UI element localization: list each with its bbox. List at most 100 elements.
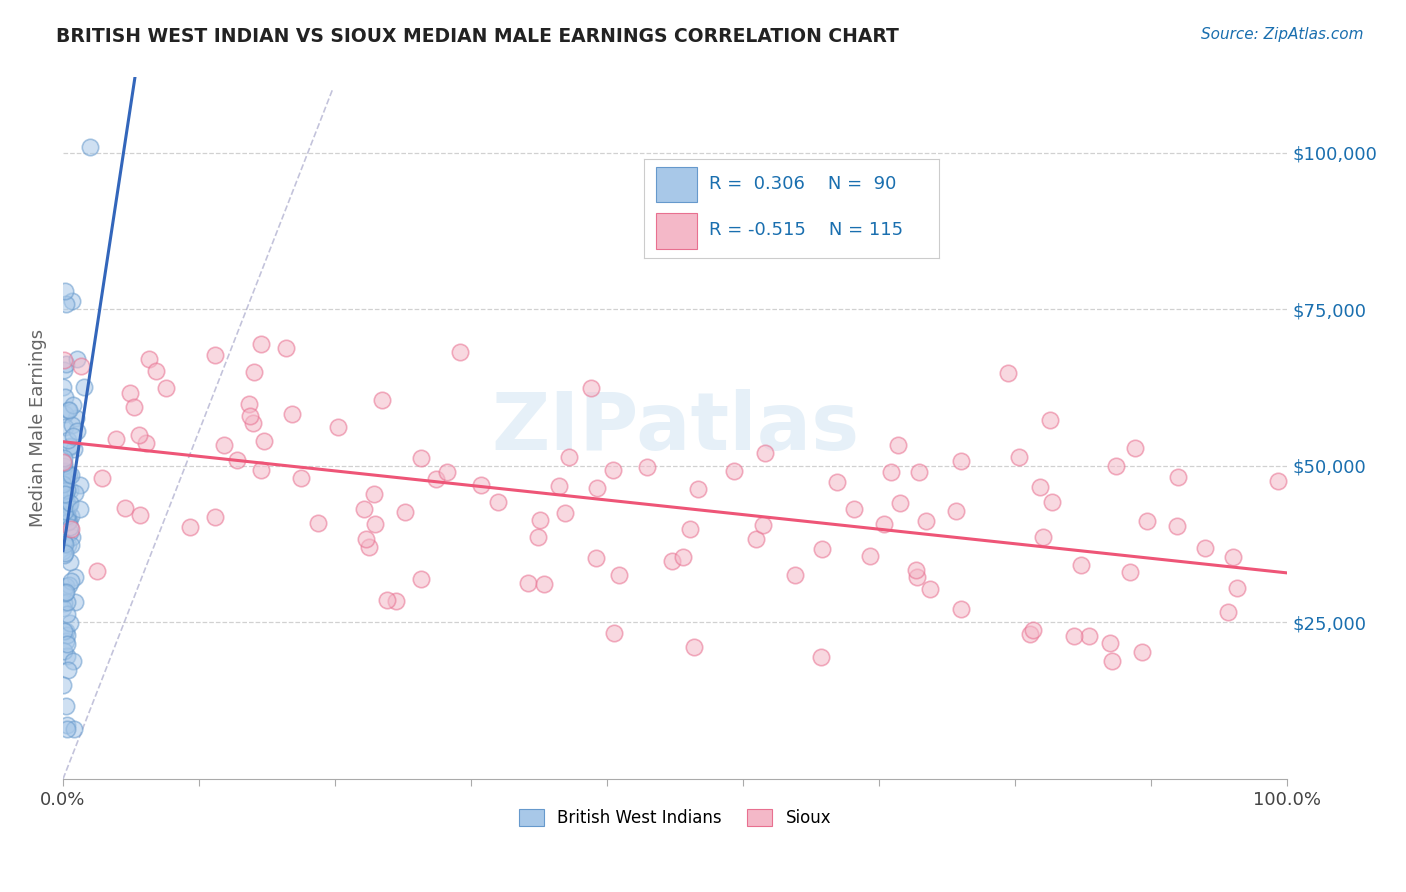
Point [1008,450,1031,465]
Point [86,564,108,578]
Point [1022,624,1045,638]
Point [52,496,75,510]
Point [274,342,297,356]
Point [375,593,398,607]
Point [548,479,571,493]
Point [486,495,509,509]
Point [55,491,77,506]
Point [56,538,79,552]
Point [52,455,75,469]
Point [55,633,77,648]
Point [53,487,76,501]
Point [672,549,695,564]
Point [60,294,83,309]
Point [533,576,555,591]
Point [55,498,77,512]
Point [53,285,76,299]
FancyBboxPatch shape [657,213,697,249]
Point [56,718,79,732]
Point [52,583,75,598]
Point [60,508,83,523]
Point [679,522,702,536]
Point [1218,605,1240,619]
Point [73,380,96,394]
Point [354,533,377,547]
Point [603,625,626,640]
Point [887,438,910,452]
Point [425,472,447,486]
Point [58,403,80,417]
Point [238,397,260,411]
Point [66,424,89,438]
Point [1104,458,1126,473]
Point [59,615,82,630]
Point [104,432,127,446]
Point [307,516,329,530]
Point [385,594,408,608]
Point [1070,558,1092,573]
Point [52,459,75,474]
Point [905,563,928,577]
Point [53,474,76,488]
Point [56,637,79,651]
Point [59,574,82,588]
Point [449,345,471,359]
Point [554,506,576,520]
Point [55,595,77,609]
Point [56,433,79,447]
Point [56,607,79,621]
Point [353,501,375,516]
Point [65,352,87,367]
Point [470,478,492,492]
Point [1099,635,1122,649]
Point [59,524,82,539]
Point [58,468,80,483]
FancyBboxPatch shape [657,167,697,202]
Point [55,297,77,311]
Point [409,451,432,466]
Point [58,663,80,677]
Point [53,390,76,404]
Point [1019,626,1042,640]
Point [858,549,880,563]
Point [155,381,177,395]
Point [59,520,82,534]
Point [950,602,973,616]
Y-axis label: Median Male Earnings: Median Male Earnings [30,329,46,527]
Point [56,722,79,736]
Point [204,348,226,362]
Point [114,500,136,515]
Point [55,407,77,421]
Point [636,459,658,474]
Point [52,601,75,615]
Point [558,450,581,464]
Point [889,496,911,510]
Point [785,568,807,582]
Point [53,596,76,610]
Point [905,569,928,583]
Point [55,628,77,642]
Point [810,542,832,557]
Point [997,366,1019,380]
Point [79,140,101,154]
Point [52,456,75,470]
Point [290,471,312,485]
Point [810,650,832,665]
Point [62,429,84,443]
Point [212,438,235,452]
Point [65,570,87,584]
Point [60,531,83,545]
Point [53,548,76,562]
Point [754,446,776,460]
Point [1167,469,1189,483]
Point [52,678,75,692]
Point [56,508,79,523]
Point [55,537,77,551]
Point [249,337,271,351]
Point [118,385,141,400]
Point [58,514,80,528]
Point [1077,629,1099,643]
Point [1226,581,1249,595]
Point [55,357,77,371]
Point [52,451,75,466]
